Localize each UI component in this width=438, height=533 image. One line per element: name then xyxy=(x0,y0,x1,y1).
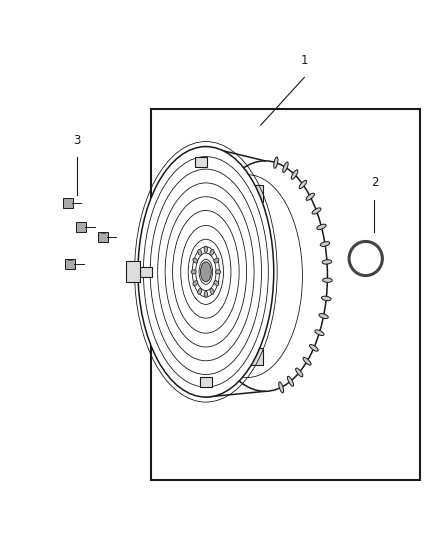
Ellipse shape xyxy=(315,330,324,336)
FancyBboxPatch shape xyxy=(76,222,86,231)
Ellipse shape xyxy=(198,249,202,255)
Text: 1: 1 xyxy=(300,54,308,67)
FancyBboxPatch shape xyxy=(98,232,108,242)
Text: 3: 3 xyxy=(73,134,80,147)
FancyBboxPatch shape xyxy=(140,266,152,277)
Ellipse shape xyxy=(312,208,321,214)
Ellipse shape xyxy=(215,270,221,274)
Ellipse shape xyxy=(320,241,330,246)
Ellipse shape xyxy=(214,258,219,263)
Ellipse shape xyxy=(323,278,332,282)
FancyBboxPatch shape xyxy=(250,348,263,365)
Ellipse shape xyxy=(201,262,211,282)
Ellipse shape xyxy=(319,313,328,319)
Ellipse shape xyxy=(191,270,196,274)
Ellipse shape xyxy=(214,281,219,286)
Ellipse shape xyxy=(283,162,288,173)
Ellipse shape xyxy=(193,281,198,286)
Ellipse shape xyxy=(291,170,298,179)
FancyBboxPatch shape xyxy=(250,184,263,201)
FancyBboxPatch shape xyxy=(126,261,140,282)
Ellipse shape xyxy=(202,161,328,391)
Ellipse shape xyxy=(287,376,293,386)
Ellipse shape xyxy=(274,157,278,168)
Ellipse shape xyxy=(198,288,202,294)
FancyBboxPatch shape xyxy=(65,259,75,269)
Ellipse shape xyxy=(210,288,214,294)
Ellipse shape xyxy=(299,180,307,189)
Ellipse shape xyxy=(303,358,311,365)
Ellipse shape xyxy=(204,291,208,297)
Ellipse shape xyxy=(279,382,283,393)
Ellipse shape xyxy=(317,224,326,230)
FancyBboxPatch shape xyxy=(200,377,212,387)
Bar xyxy=(151,109,420,480)
FancyBboxPatch shape xyxy=(195,157,207,167)
Ellipse shape xyxy=(193,258,198,263)
Ellipse shape xyxy=(138,147,274,397)
Ellipse shape xyxy=(321,296,331,301)
FancyBboxPatch shape xyxy=(63,198,73,207)
Text: 2: 2 xyxy=(371,176,378,189)
Ellipse shape xyxy=(306,193,314,200)
Ellipse shape xyxy=(310,344,318,351)
Ellipse shape xyxy=(204,246,208,253)
Ellipse shape xyxy=(296,368,303,377)
Ellipse shape xyxy=(210,249,214,255)
Ellipse shape xyxy=(322,260,332,264)
